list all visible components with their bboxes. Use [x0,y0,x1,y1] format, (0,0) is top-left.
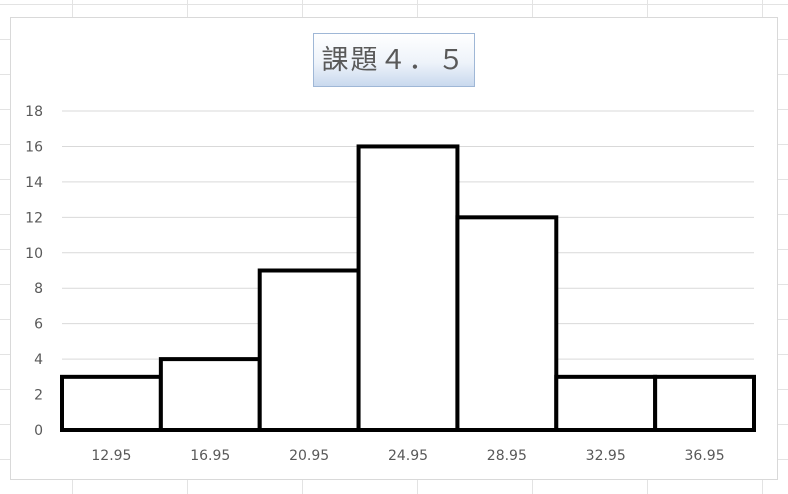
histogram-bar[interactable] [257,268,361,432]
x-tick-label: 24.95 [388,448,428,464]
histogram-bar[interactable] [554,374,658,433]
x-tick-label: 36.95 [685,448,725,464]
y-tick-label: 10 [25,246,43,262]
y-tick-label: 0 [34,423,43,439]
histogram-bar[interactable] [455,215,559,432]
x-tick-label: 12.95 [91,448,131,464]
histogram-bar[interactable] [356,144,460,432]
x-tick-label: 20.95 [289,448,329,464]
histogram-bar[interactable] [60,374,163,433]
x-axis-tick-labels: 12.95 16.95 20.95 24.95 28.95 32.95 36.95 [91,448,724,464]
y-tick-label: 16 [25,139,43,155]
y-tick-label: 14 [25,175,43,191]
y-tick-label: 2 [34,388,43,404]
x-tick-label: 16.95 [190,448,230,464]
x-tick-label: 28.95 [487,448,527,464]
y-axis-tick-labels: 0 2 4 6 8 10 12 14 16 18 [25,104,43,439]
y-tick-label: 4 [34,352,43,368]
histogram-bar[interactable] [158,357,262,432]
x-tick-label: 32.95 [586,448,626,464]
y-tick-label: 12 [25,210,43,226]
histogram-bar[interactable] [653,374,757,433]
y-tick-label: 18 [25,104,43,120]
y-tick-label: 8 [34,281,43,297]
y-tick-label: 6 [34,317,43,333]
chart-title[interactable]: 課題４．５ [313,33,475,87]
